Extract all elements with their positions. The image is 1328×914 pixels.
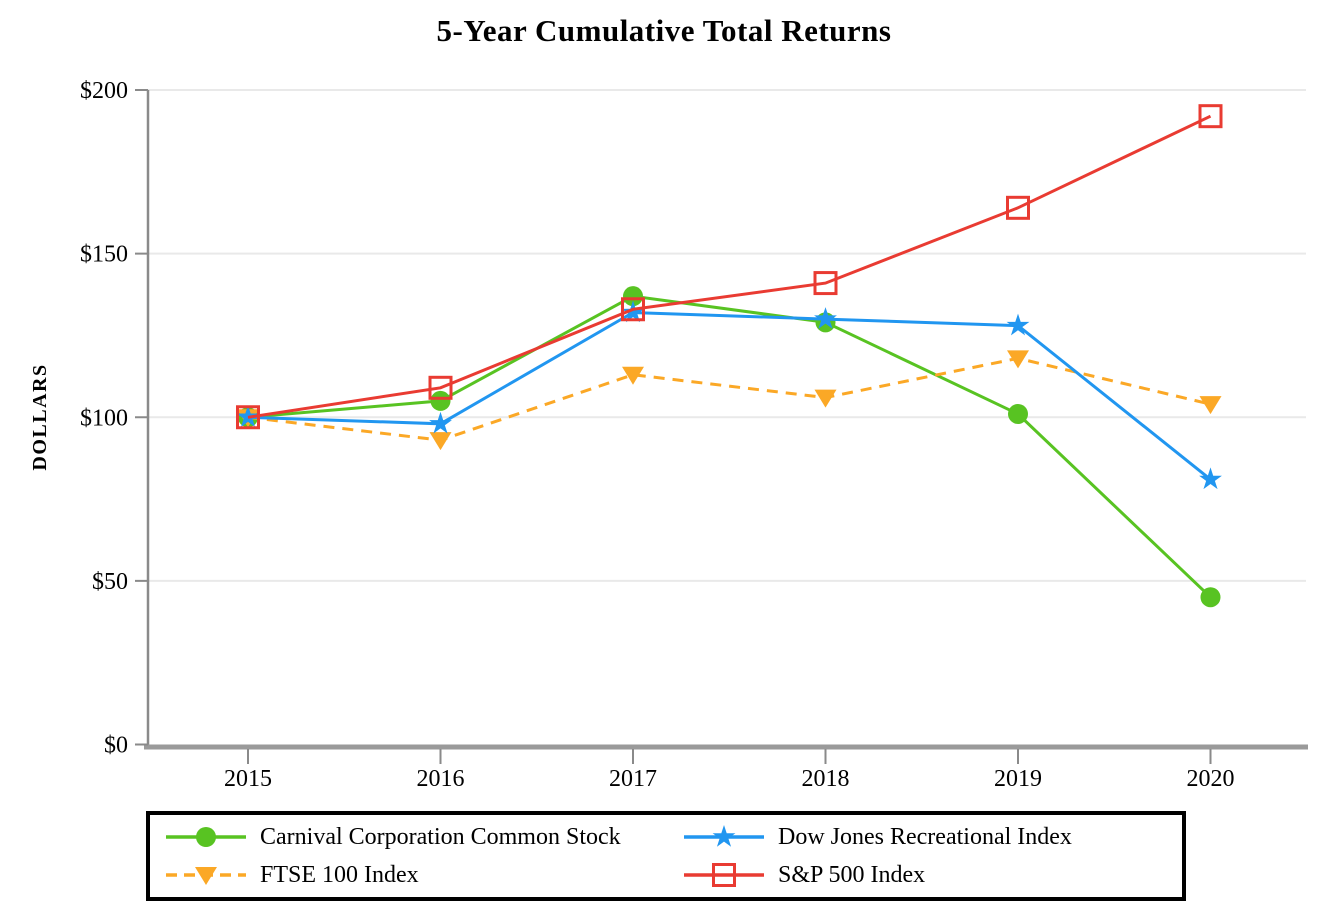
legend-label: FTSE 100 Index — [260, 861, 419, 888]
star-marker-icon — [429, 411, 452, 434]
series-line — [247, 294, 1212, 599]
x-tick-label: 2020 — [1187, 766, 1235, 792]
x-tick-label: 2015 — [224, 766, 272, 792]
x-tick-label: 2019 — [994, 766, 1042, 792]
circle-marker-icon — [623, 286, 643, 307]
open-square-marker-icon — [813, 271, 838, 296]
x-tick-label: 2017 — [609, 766, 657, 792]
star-legend-key-icon — [684, 825, 764, 847]
y-tick-label: $0 — [104, 733, 128, 759]
star-marker-icon — [1006, 313, 1030, 336]
series-line — [247, 356, 1211, 442]
series-star — [236, 300, 1222, 490]
series-triangle-down — [237, 350, 1222, 451]
chart-title: 5-Year Cumulative Total Returns — [436, 13, 892, 48]
triangle-down-marker-icon — [1007, 350, 1029, 369]
triangle-down-marker-icon — [1199, 396, 1222, 415]
triangle-down-marker-icon — [814, 389, 837, 408]
circle-legend-key-icon — [166, 827, 246, 847]
legend-item: Dow Jones Recreational Index — [682, 823, 1174, 851]
legend-item: Carnival Corporation Common Stock — [164, 823, 682, 851]
triangle-down-legend-key-icon — [166, 867, 246, 885]
open-square-marker-icon — [236, 405, 260, 430]
open-square-marker-icon — [712, 863, 736, 887]
star-marker-icon — [1199, 467, 1222, 490]
y-tick-label: $50 — [92, 569, 128, 595]
triangle-down-marker-icon — [429, 432, 452, 451]
open-square-marker-icon — [1198, 104, 1223, 129]
chart-legend: Carnival Corporation Common Stock FTSE 10… — [146, 811, 1186, 901]
circle-marker-icon — [1008, 403, 1028, 424]
line-chart-plot-area: $0 $50 $100 $150 $200 2015 2016 2017 2018 2019 202… — [29, 78, 1308, 792]
triangle-down-marker-icon — [195, 867, 217, 885]
circle-marker-icon — [430, 390, 451, 411]
open-square-marker-icon — [1006, 195, 1030, 220]
open-square-marker-icon — [621, 297, 645, 322]
series-square-open — [236, 104, 1223, 430]
y-axis-title: DOLLARS — [29, 363, 51, 470]
circle-marker-icon — [196, 827, 216, 847]
y-tick-label: $150 — [80, 242, 128, 268]
series-line — [247, 310, 1212, 481]
star-marker-icon — [621, 300, 645, 323]
x-tick-label: 2018 — [802, 766, 850, 792]
legend-item: FTSE 100 Index — [164, 861, 682, 889]
triangle-down-marker-icon — [622, 366, 644, 385]
y-tick-label: $100 — [80, 405, 128, 431]
legend-label: Dow Jones Recreational Index — [778, 823, 1072, 850]
open-square-marker-icon — [428, 375, 453, 400]
square-open-legend-key-icon — [684, 863, 764, 887]
y-tick-label: $200 — [80, 78, 128, 104]
circle-marker-icon — [1200, 587, 1221, 608]
star-marker-icon — [712, 825, 736, 847]
x-tick-label: 2016 — [417, 766, 465, 792]
legend-label: S&P 500 Index — [778, 861, 926, 888]
star-marker-icon — [814, 307, 837, 329]
legend-item: S&P 500 Index — [682, 861, 1174, 889]
legend-label: Carnival Corporation Common Stock — [260, 823, 621, 850]
series-line — [247, 114, 1212, 419]
series-circle — [238, 286, 1221, 608]
